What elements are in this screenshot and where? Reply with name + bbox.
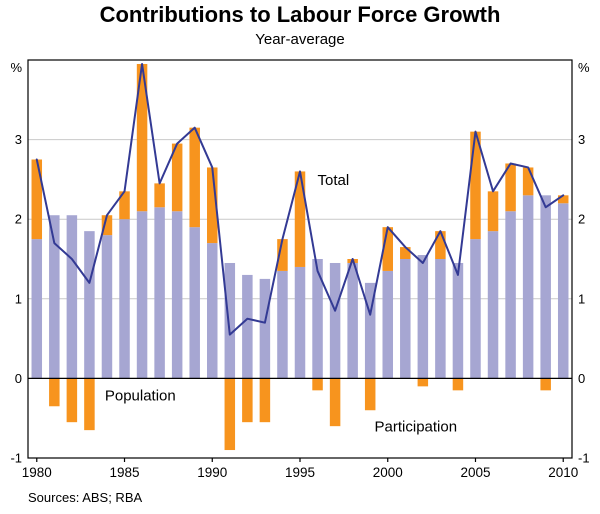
y-tick-label-left: 2 [15, 212, 22, 227]
y-tick-label-left: -1 [10, 451, 22, 466]
bar-participation [540, 378, 551, 391]
bar-population [329, 262, 341, 379]
y-tick-label-right: 0 [578, 371, 585, 386]
bar-population [452, 262, 464, 379]
bar-participation [259, 378, 271, 423]
bar-population [540, 195, 551, 379]
bar-population [522, 195, 534, 379]
chart-title: Contributions to Labour Force Growth [99, 2, 501, 27]
bar-population [347, 262, 358, 379]
y-tick-label-left: 3 [15, 132, 22, 147]
bar-participation [557, 195, 569, 204]
annotation-participation: Participation [375, 419, 458, 436]
bar-population [136, 211, 148, 379]
bar-population [470, 239, 481, 379]
annotation-total: Total [317, 172, 349, 189]
x-tick-label: 1990 [197, 465, 227, 480]
x-tick-label: 2010 [548, 465, 578, 480]
line-total [35, 62, 565, 336]
bar-participation [31, 159, 43, 240]
bar-participation [66, 378, 78, 423]
bar-population [382, 270, 393, 379]
bar-population [259, 278, 271, 379]
y-tick-label-right: 2 [578, 212, 585, 227]
bar-population [277, 270, 288, 379]
y-unit-right: % [578, 60, 590, 75]
bar-population [154, 207, 165, 379]
bar-population [101, 235, 113, 379]
bar-participation [452, 378, 464, 391]
x-tick-label: 1985 [109, 465, 139, 480]
bar-participation [522, 167, 534, 196]
x-tick-label: 2000 [373, 465, 403, 480]
bar-population [49, 215, 60, 379]
chart-subtitle: Year-average [255, 31, 345, 48]
bar-participation [207, 167, 218, 244]
bar-participation [470, 131, 481, 240]
bar-participation [294, 171, 306, 267]
bar-participation [136, 63, 148, 212]
bar-population [31, 239, 43, 379]
bar-participation [329, 378, 341, 427]
bar-population [66, 215, 78, 379]
bar-population [224, 262, 236, 379]
bar-population [312, 259, 323, 379]
bar-participation [242, 378, 253, 423]
bar-population [487, 231, 499, 379]
bar-participation [119, 191, 130, 220]
y-tick-label-left: 0 [15, 371, 22, 386]
bar-population [364, 282, 376, 379]
y-tick-label-left: 1 [15, 291, 22, 306]
bar-participation [364, 378, 376, 411]
bar-participation [224, 378, 236, 451]
x-tick-label: 1995 [285, 465, 315, 480]
y-tick-label-right: 1 [578, 291, 585, 306]
bar-participation [49, 378, 60, 407]
annotation-population: Population [105, 388, 176, 405]
bar-population [242, 274, 253, 379]
bar-population [84, 231, 95, 379]
bar-population [435, 259, 446, 379]
bar-participation [400, 247, 411, 259]
bar-population [400, 259, 411, 379]
bar-participation [312, 378, 323, 391]
x-tick-label: 1980 [22, 465, 52, 480]
bar-population [294, 266, 306, 379]
bar-participation [154, 183, 165, 208]
labour-force-growth-chart: -1 -1 0 0 1 1 2 2 3 3% % 1980 1985 1990 1995 2000 2005 20… [10, 59, 590, 480]
bar-participation [487, 191, 499, 232]
bar-participation [171, 143, 183, 212]
bar-population [207, 243, 218, 379]
y-tick-label-right: 3 [578, 132, 585, 147]
source-note: Sources: ABS; RBA [28, 490, 143, 505]
bar-population [557, 203, 569, 379]
bar-participation [277, 239, 288, 271]
bar-participation [101, 215, 113, 236]
bar-participation [435, 231, 446, 259]
bar-population [417, 255, 429, 379]
bar-population [119, 219, 130, 379]
bar-participation [417, 378, 429, 387]
bar-population [171, 211, 183, 379]
y-unit-left: % [10, 60, 22, 75]
bar-participation [84, 378, 95, 431]
bar-participation [382, 227, 393, 271]
bar-participation [505, 163, 516, 212]
y-tick-label-right: -1 [578, 451, 590, 466]
bar-participation [189, 127, 200, 228]
bar-population [505, 211, 516, 379]
bar-population [189, 227, 200, 379]
x-tick-label: 2005 [460, 465, 490, 480]
